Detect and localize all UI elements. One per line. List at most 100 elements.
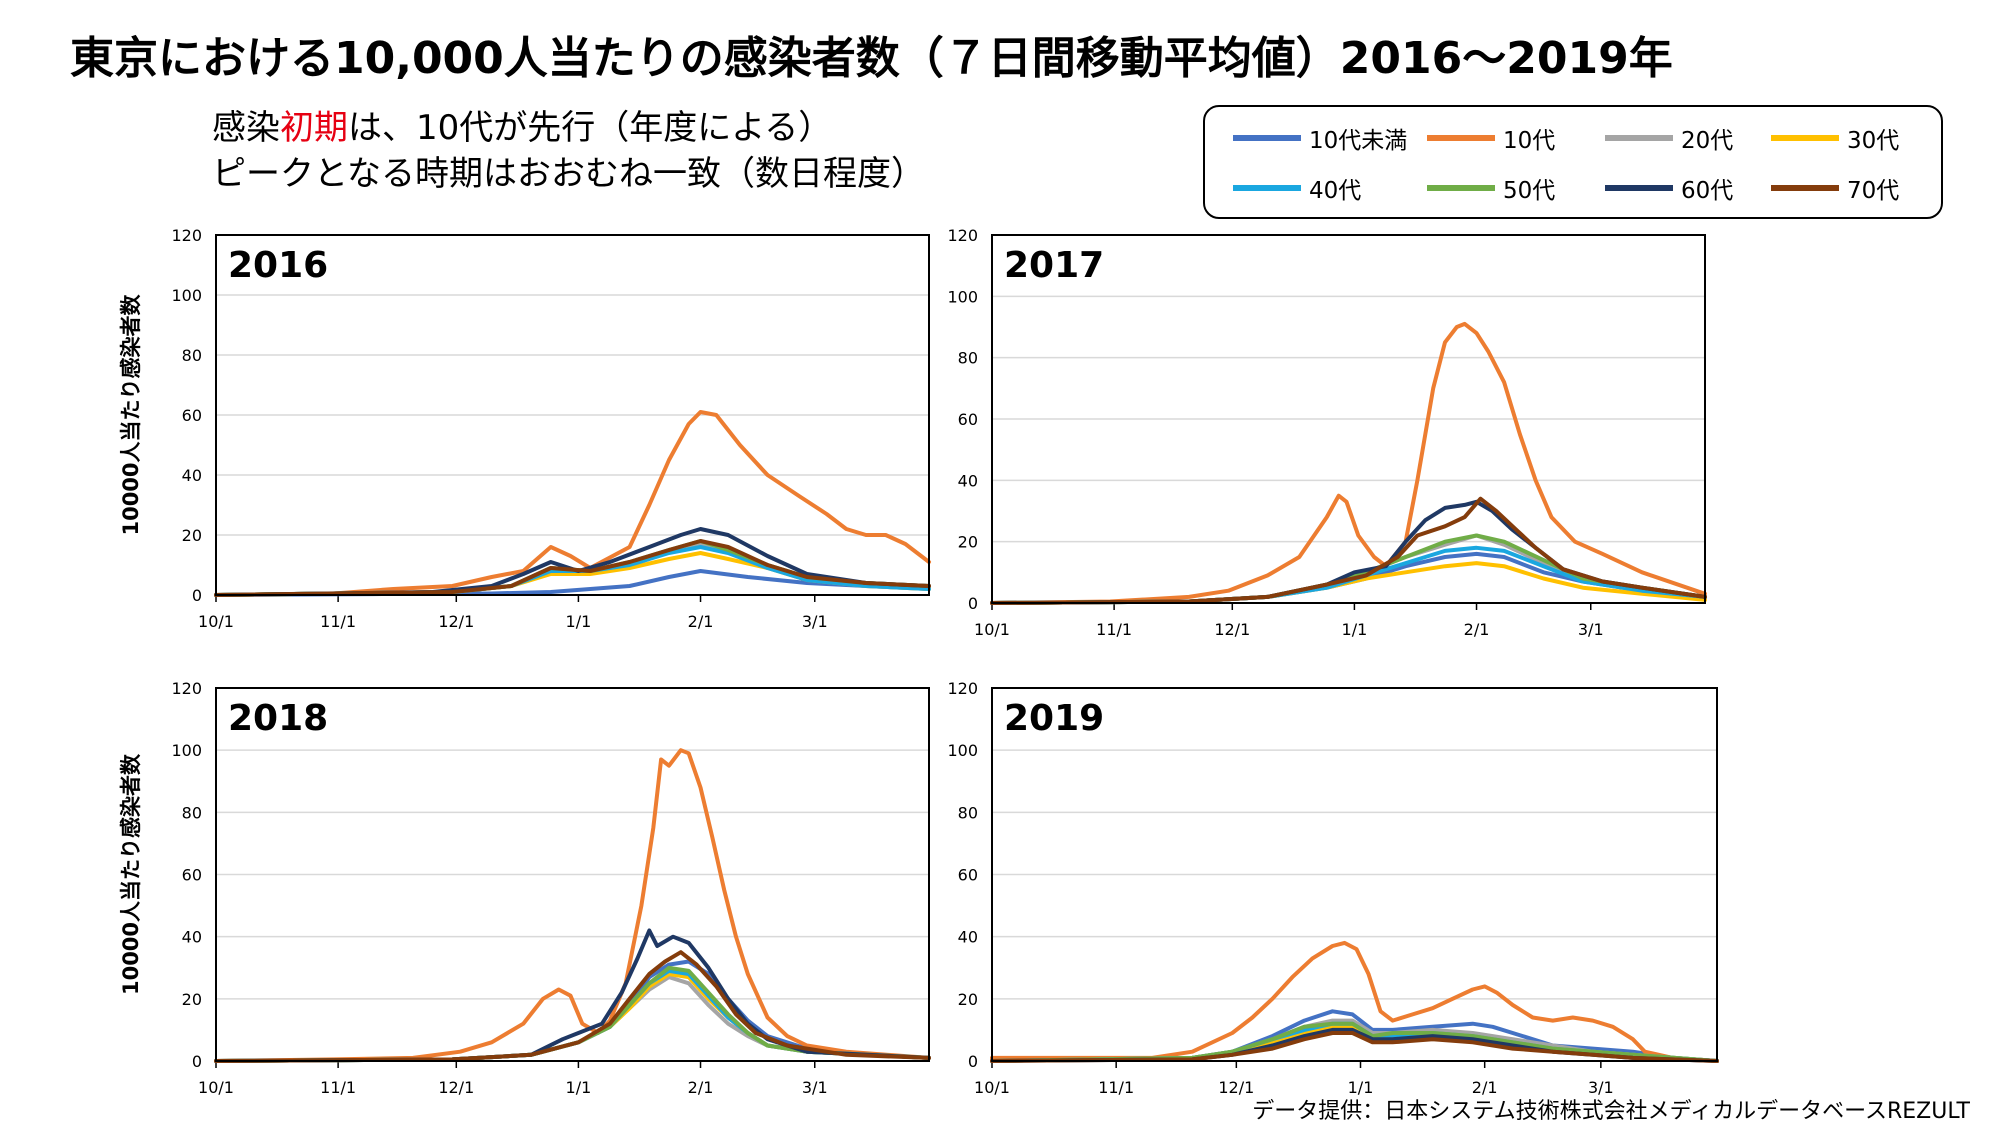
plot-frame (215, 234, 930, 596)
legend-label: 10代未満 (1309, 128, 1408, 154)
x-tick-label: 3/1 (802, 612, 828, 631)
x-tick-label: 1/1 (566, 612, 592, 631)
x-tick-label: 1/1 (1342, 620, 1368, 639)
x-tick-label: 1/1 (1348, 1078, 1374, 1097)
legend-item-4: 40代 (1233, 171, 1361, 205)
legend-label: 60代 (1681, 178, 1734, 204)
legend-swatch (1427, 185, 1495, 191)
panel-year-label: 2018 (228, 698, 328, 739)
y-tick-label: 0 (968, 1052, 978, 1071)
series-line (990, 1021, 1719, 1063)
y-tick-label: 60 (958, 866, 978, 885)
y-tick-label: 80 (958, 349, 978, 368)
y-tick-label: 80 (958, 803, 978, 822)
y-tick-label: 20 (182, 526, 202, 545)
x-tick-label: 12/1 (1214, 620, 1250, 639)
y-tick-label: 0 (192, 1052, 202, 1071)
legend-label: 30代 (1847, 128, 1900, 154)
panel-year-label: 2019 (1004, 698, 1104, 739)
series-line (214, 410, 931, 597)
legend-swatch (1427, 135, 1495, 141)
legend-item-2: 20代 (1605, 121, 1733, 155)
x-tick-label: 2/1 (688, 1078, 714, 1097)
x-tick-label: 12/1 (1218, 1078, 1254, 1097)
series-line (990, 940, 1719, 1063)
chart-legend: 10代未満 10代 20代 30代 40代 50代 60代 70代 (1203, 105, 1943, 219)
y-tick-label: 40 (182, 466, 202, 485)
legend-label: 20代 (1681, 128, 1734, 154)
legend-swatch (1605, 135, 1673, 141)
y-axis-label: 10000人当たり感染者数 (119, 293, 143, 535)
x-tick-label: 11/1 (320, 1078, 356, 1097)
y-tick-label: 120 (171, 679, 202, 698)
y-tick-label: 120 (947, 679, 978, 698)
y-tick-label: 60 (182, 866, 202, 885)
x-tick-label: 12/1 (438, 612, 474, 631)
x-tick-label: 11/1 (1098, 1078, 1134, 1097)
x-tick-label: 3/1 (1588, 1078, 1614, 1097)
legend-swatch (1233, 135, 1301, 141)
y-tick-label: 120 (171, 226, 202, 245)
x-tick-label: 10/1 (974, 620, 1010, 639)
series-line (990, 1031, 1719, 1063)
x-tick-label: 10/1 (198, 612, 234, 631)
y-tick-label: 40 (958, 928, 978, 947)
legend-label: 40代 (1309, 178, 1362, 204)
y-tick-label: 60 (958, 410, 978, 429)
series-line (214, 569, 931, 597)
series-line (990, 496, 1707, 605)
y-tick-label: 100 (947, 741, 978, 760)
legend-swatch (1771, 185, 1839, 191)
x-tick-label: 10/1 (974, 1078, 1010, 1097)
plot-frame (991, 687, 1718, 1062)
y-tick-label: 40 (958, 471, 978, 490)
legend-item-6: 60代 (1605, 171, 1733, 205)
y-tick-label: 20 (182, 990, 202, 1009)
series-line (990, 321, 1707, 605)
x-tick-label: 2/1 (1472, 1078, 1498, 1097)
legend-swatch (1771, 135, 1839, 141)
panel-year-label: 2016 (228, 245, 328, 286)
data-source-note: データ提供：日本システム技術株式会社メディカルデータベースREZULT (1252, 1099, 1970, 1124)
y-axis-label: 10000人当たり感染者数 (119, 753, 143, 995)
series-line (214, 748, 931, 1063)
y-tick-label: 120 (947, 226, 978, 245)
y-tick-label: 60 (182, 406, 202, 425)
legend-item-1: 10代 (1427, 121, 1555, 155)
y-tick-label: 100 (171, 741, 202, 760)
plot-frame (991, 234, 1706, 604)
x-tick-label: 2/1 (688, 612, 714, 631)
x-tick-label: 12/1 (438, 1078, 474, 1097)
y-tick-label: 0 (192, 586, 202, 605)
y-tick-label: 100 (947, 287, 978, 306)
x-tick-label: 3/1 (802, 1078, 828, 1097)
panel-year-label: 2017 (1004, 245, 1104, 286)
legend-item-7: 70代 (1771, 171, 1899, 205)
series-line (214, 539, 931, 597)
legend-swatch (1605, 185, 1673, 191)
x-tick-label: 11/1 (320, 612, 356, 631)
legend-item-3: 30代 (1771, 121, 1899, 155)
x-tick-label: 2/1 (1464, 620, 1490, 639)
y-tick-label: 0 (968, 594, 978, 613)
subtitle-line-1-post: は、10代が先行（年度による） (348, 108, 833, 148)
plot-frame (215, 687, 930, 1062)
x-tick-label: 11/1 (1096, 620, 1132, 639)
series-line (214, 950, 931, 1063)
y-tick-label: 100 (171, 286, 202, 305)
subtitle-line-1: 感染初期は、10代が先行（年度による） (212, 100, 832, 149)
y-tick-label: 80 (182, 346, 202, 365)
legend-label: 50代 (1503, 178, 1556, 204)
legend-label: 70代 (1847, 178, 1900, 204)
y-tick-label: 20 (958, 990, 978, 1009)
x-tick-label: 1/1 (566, 1078, 592, 1097)
y-tick-label: 80 (182, 803, 202, 822)
legend-swatch (1233, 185, 1301, 191)
page-title: 東京における10,000人当たりの感染者数（７日間移動平均値）2016〜2019… (70, 33, 1673, 84)
legend-item-0: 10代未満 (1233, 121, 1407, 155)
y-tick-label: 20 (958, 533, 978, 552)
